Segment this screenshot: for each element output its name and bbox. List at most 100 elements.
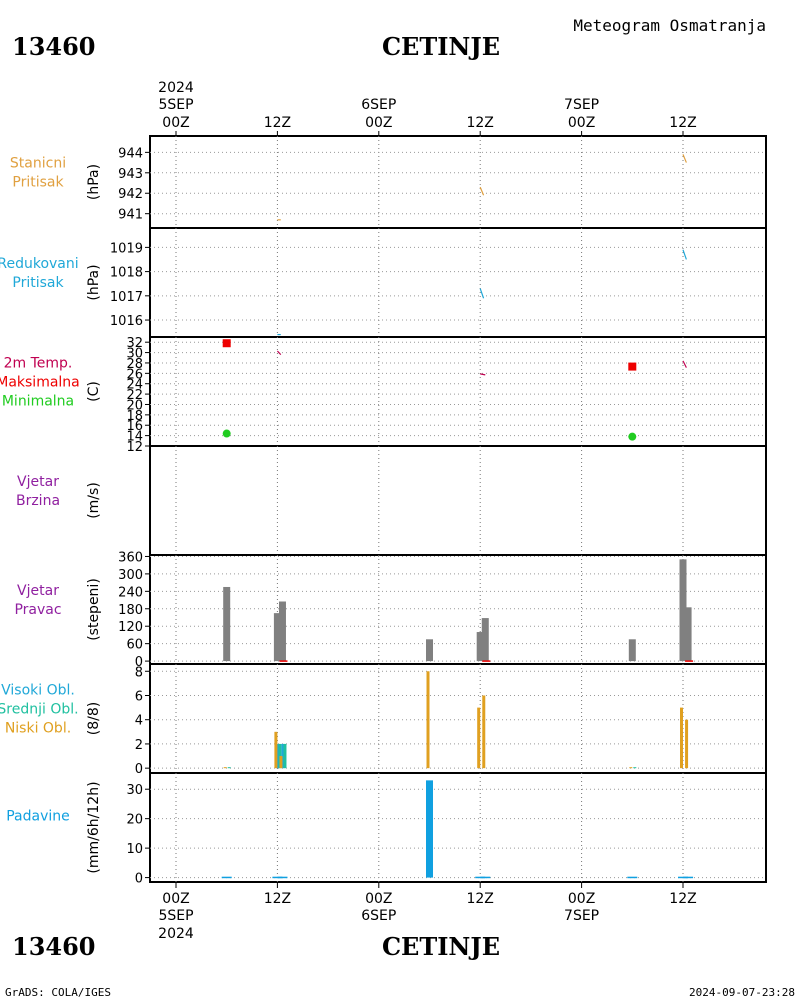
y-unit-label: (m/s) — [86, 482, 102, 519]
cloud-bar — [477, 707, 481, 769]
cloud-bar — [274, 731, 278, 769]
y-tick-label: 24 — [126, 378, 143, 393]
panel-label-line: Padavine — [6, 809, 70, 825]
y-tick-label: 942 — [118, 187, 143, 202]
y-tick-label: 944 — [118, 146, 143, 161]
y-tick-label: 4 — [135, 714, 143, 729]
wind-direction-bar — [223, 586, 231, 662]
wind-direction-bar — [426, 639, 433, 662]
y-tick-label: 30 — [126, 783, 143, 798]
y-tick-label: 300 — [118, 568, 143, 583]
cloud-bar — [223, 767, 227, 769]
precip-bar — [480, 876, 491, 879]
cloud-bar — [283, 743, 287, 769]
precip-bar — [627, 876, 638, 879]
station-id-top: 13460 — [12, 32, 96, 61]
y-tick-label: 14 — [126, 430, 143, 445]
temp-max-point — [628, 362, 637, 371]
top-date-label: 7SEP — [564, 97, 599, 113]
precip-bar — [277, 876, 288, 879]
top-hour-label: 00Z — [162, 115, 189, 131]
panel-label-line: Stanicni — [10, 156, 66, 172]
panel-label-line: Redukovani — [0, 256, 79, 272]
top-hour-label: 00Z — [365, 115, 392, 131]
panel-label-line: Pritisak — [12, 275, 64, 291]
bottom-date-label: 6SEP — [361, 908, 396, 924]
station-name-bottom: CETINJE — [382, 932, 500, 961]
precip-bar — [272, 876, 283, 879]
y-tick-label: 32 — [126, 336, 143, 351]
y-tick-label: 0 — [135, 762, 143, 777]
y-tick-label: 28 — [126, 357, 143, 372]
panel-label-line: 2m Temp. — [4, 356, 73, 372]
station-name-top: CETINJE — [382, 32, 500, 61]
top-date-label: 5SEP — [158, 97, 193, 113]
cloud-bar — [685, 719, 689, 769]
y-tick-label: 1017 — [110, 290, 143, 305]
credit-text: GrADS: COLA/IGES — [5, 986, 111, 999]
y-tick-label: 10 — [126, 842, 143, 857]
panel-label-line: Niski Obl. — [5, 721, 71, 737]
y-unit-label: (C) — [86, 381, 102, 402]
panel-0: Stanicni Pritisak (hPa) 941 942 943 944 — [10, 135, 767, 229]
y-tick-label: 12 — [126, 440, 143, 455]
wind-direction-bar — [481, 618, 489, 662]
cloud-bar — [426, 671, 430, 769]
panel-label-line: Pravac — [14, 602, 61, 618]
panel-1: Redukovani Pritisak (hPa) 1016 1017 1018 1019 — [0, 227, 767, 338]
precip-bar — [426, 780, 433, 878]
top-hour-label: 00Z — [568, 115, 595, 131]
y-tick-label: 2 — [135, 738, 143, 753]
bottom-hour-label: 12Z — [264, 891, 291, 907]
y-tick-label: 1019 — [110, 241, 143, 256]
cloud-bar — [482, 695, 486, 769]
y-tick-label: 941 — [118, 208, 143, 223]
y-tick-label: 18 — [126, 409, 143, 424]
y-tick-label: 0 — [135, 655, 143, 670]
cloud-bar — [629, 767, 633, 769]
y-tick-label: 60 — [126, 638, 143, 653]
precip-bar — [683, 876, 694, 879]
y-tick-label: 1018 — [110, 266, 143, 281]
y-tick-label: 30 — [126, 347, 143, 362]
wind-direction-bar — [684, 607, 692, 662]
panel-frame — [149, 227, 767, 338]
panel-4: Vjetar Pravac (stepeni) 0 60 120 180 240 300 360 — [14, 550, 767, 670]
cloud-bar — [281, 743, 285, 769]
panel-label-line: Minimalna — [2, 394, 74, 410]
bottom-date-label: 5SEP — [158, 908, 193, 924]
bottom-date-label: 7SEP — [564, 908, 599, 924]
pressure-segment — [479, 186, 485, 196]
y-tick-label: 0 — [135, 872, 143, 887]
bottom-hour-label: 00Z — [568, 891, 595, 907]
panel-frame — [149, 554, 767, 665]
product-title: Meteogram Osmatranja — [573, 16, 766, 35]
cloud-bar — [279, 756, 283, 769]
panel-frame — [149, 336, 767, 447]
y-tick-label: 240 — [118, 585, 143, 600]
bottom-hour-label: 00Z — [365, 891, 392, 907]
top-year-label: 2024 — [158, 80, 194, 96]
panel-3: Vjetar Brzina (m/s) — [16, 445, 767, 556]
panel-label-line: Srednji Obl. — [0, 702, 79, 718]
timestamp-text: 2024-09-07-23:28 — [689, 986, 795, 999]
panel-6: Padavine (mm/6h/12h) 0 10 20 30 — [6, 772, 767, 887]
panel-label-line: Vjetar — [17, 583, 59, 599]
cloud-bar — [633, 767, 637, 769]
temp-min-point — [628, 432, 637, 441]
y-tick-label: 1016 — [110, 314, 143, 329]
temp-segment — [276, 350, 282, 356]
top-hour-label: 12Z — [264, 115, 291, 131]
wind-direction-bar — [278, 601, 286, 662]
y-unit-label: (hPa) — [86, 164, 102, 200]
station-id-bottom: 13460 — [12, 932, 96, 961]
panel-frame — [149, 135, 767, 229]
y-unit-label: (stepeni) — [86, 578, 102, 641]
y-tick-label: 943 — [118, 167, 143, 182]
panel-2: 2m Temp. Maksimalna Minimalna (C) 1214161820… — [0, 336, 767, 455]
wind-direction-bar — [628, 639, 636, 662]
y-tick-label: 26 — [126, 367, 143, 382]
